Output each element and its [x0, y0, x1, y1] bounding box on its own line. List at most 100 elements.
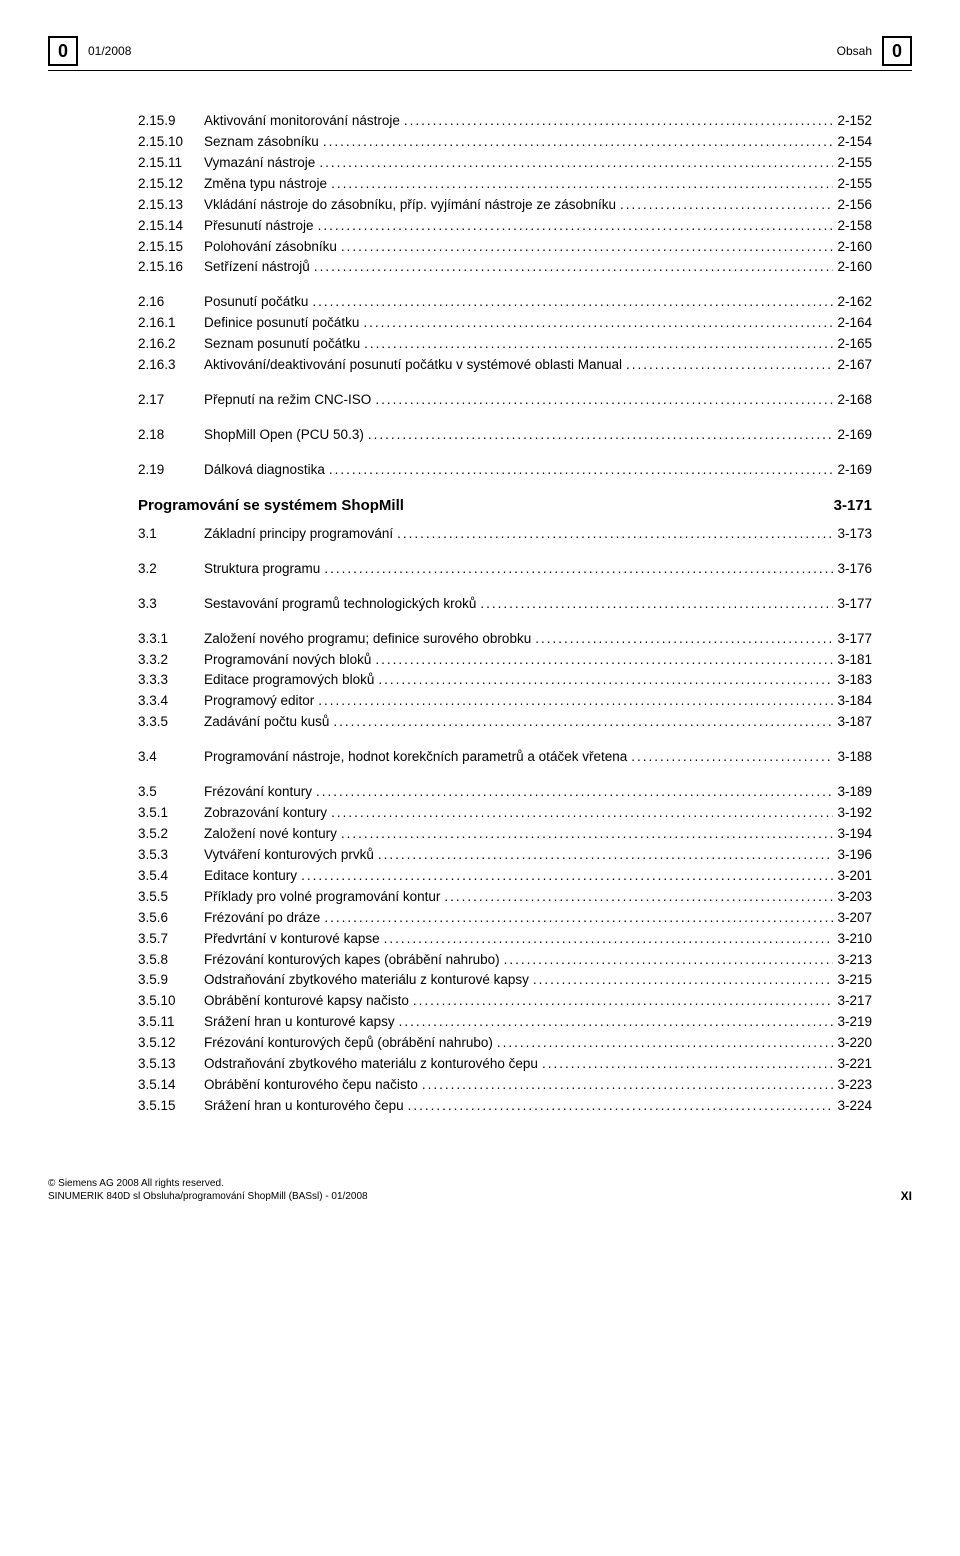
toc-entry-page: 2-152 — [837, 111, 872, 132]
header-right: Obsah 0 — [837, 36, 912, 66]
toc-entry-title: Definice posunutí počátku — [204, 313, 359, 334]
toc-leader-dots — [331, 803, 833, 824]
toc-entry-page: 3-177 — [837, 629, 872, 650]
toc-entry-title: Založení nového programu; definice surov… — [204, 629, 531, 650]
toc-entry: 3.5.13Odstraňování zbytkového materiálu … — [138, 1054, 872, 1075]
footer-left: © Siemens AG 2008 All rights reserved. S… — [48, 1177, 368, 1203]
toc-entry-page: 3-196 — [837, 845, 872, 866]
toc-entry: 2.15.11Vymazání nástroje2-155 — [138, 153, 872, 174]
toc-entry-number: 3.5.6 — [138, 908, 204, 929]
toc-leader-dots — [378, 845, 834, 866]
toc-entry-number: 3.5.1 — [138, 803, 204, 824]
toc-entry-page: 3-217 — [837, 991, 872, 1012]
toc-leader-dots — [318, 691, 833, 712]
toc-entry-number: 2.16.3 — [138, 355, 204, 376]
toc-leader-dots — [620, 195, 833, 216]
toc-entry-page: 2-169 — [837, 460, 872, 481]
toc-entry-number: 3.5.7 — [138, 929, 204, 950]
toc-entry-number: 3.5.15 — [138, 1096, 204, 1117]
toc-leader-dots — [422, 1075, 834, 1096]
toc-entry-page: 3-194 — [837, 824, 872, 845]
toc-entry-page: 2-165 — [837, 334, 872, 355]
toc-entry: 2.15.14Přesunutí nástroje2-158 — [138, 216, 872, 237]
toc-leader-dots — [364, 334, 833, 355]
toc-entry: 2.19Dálková diagnostika2-169 — [138, 460, 872, 481]
toc-leader-dots — [378, 670, 833, 691]
toc-entry-title: Aktivování monitorování nástroje — [204, 111, 400, 132]
toc-entry-number: 3.4 — [138, 747, 204, 768]
toc-leader-dots — [363, 313, 833, 334]
toc-entry: 3.1Základní principy programování 3-173 — [138, 524, 872, 545]
toc-gap — [138, 768, 872, 782]
toc-entry-number: 2.15.13 — [138, 195, 204, 216]
toc-leader-dots — [319, 153, 833, 174]
toc-entry: 3.4Programování nástroje, hodnot korekčn… — [138, 747, 872, 768]
toc-entry-title: Vkládání nástroje do zásobníku, příp. vy… — [204, 195, 616, 216]
toc-entry-page: 3-181 — [837, 650, 872, 671]
page-footer: © Siemens AG 2008 All rights reserved. S… — [48, 1177, 912, 1203]
toc-entry-number: 2.16 — [138, 292, 204, 313]
toc-entry-number: 3.5.5 — [138, 887, 204, 908]
toc-entry: 3.2Struktura programu 3-176 — [138, 559, 872, 580]
toc-entry-page: 3-207 — [837, 908, 872, 929]
toc-entry: 3.5.3Vytváření konturových prvků3-196 — [138, 845, 872, 866]
toc-entry-page: 2-167 — [837, 355, 872, 376]
toc-entry-title: Struktura programu — [204, 559, 320, 580]
toc-entry-number: 3.3.5 — [138, 712, 204, 733]
toc-entry-page: 3-187 — [837, 712, 872, 733]
toc-entry: 2.15.16Setřízení nástrojů2-160 — [138, 257, 872, 278]
toc-entry: 3.5.15Srážení hran u konturového čepu3-2… — [138, 1096, 872, 1117]
toc-entry-page: 3-176 — [837, 559, 872, 580]
toc-entry-page: 3-189 — [837, 782, 872, 803]
toc-entry-page: 2-156 — [837, 195, 872, 216]
toc-entry: 3.5Frézování kontury3-189 — [138, 782, 872, 803]
toc-entry-number: 3.5.11 — [138, 1012, 204, 1033]
toc-entry: 3.5.1Zobrazování kontury3-192 — [138, 803, 872, 824]
toc-entry-title: Dálková diagnostika — [204, 460, 325, 481]
toc-entry-number: 2.15.14 — [138, 216, 204, 237]
toc-entry-title: Základní principy programování — [204, 524, 393, 545]
toc-entry-title: Odstraňování zbytkového materiálu z kont… — [204, 1054, 538, 1075]
toc-entry-page: 2-160 — [837, 257, 872, 278]
toc-entry: 2.16.3Aktivování/deaktivování posunutí p… — [138, 355, 872, 376]
header-left: 0 01/2008 — [48, 36, 131, 66]
toc-entry: 3.5.7Předvrtání v konturové kapse3-210 — [138, 929, 872, 950]
toc-entry-title: Programování nových bloků — [204, 650, 371, 671]
toc-gap — [138, 733, 872, 747]
toc-entry-page: 3-203 — [837, 887, 872, 908]
toc-leader-dots — [341, 237, 834, 258]
toc-entry: 2.15.12Změna typu nástroje2-155 — [138, 174, 872, 195]
toc-gap — [138, 615, 872, 629]
toc-entry-number: 3.3 — [138, 594, 204, 615]
toc-entry: 3.5.10Obrábění konturové kapsy načisto3-… — [138, 991, 872, 1012]
footer-docref: SINUMERIK 840D sl Obsluha/programování S… — [48, 1190, 368, 1203]
toc-leader-dots — [631, 747, 833, 768]
toc-entry-title: Vytváření konturových prvků — [204, 845, 374, 866]
toc-entry-page: 2-168 — [837, 390, 872, 411]
toc-entry: 3.3.5Zadávání počtu kusů3-187 — [138, 712, 872, 733]
toc-entry-title: Odstraňování zbytkového materiálu z kont… — [204, 970, 529, 991]
toc-leader-dots — [413, 991, 834, 1012]
toc-entry-title: Setřízení nástrojů — [204, 257, 310, 278]
toc-entry-title: Polohování zásobníku — [204, 237, 337, 258]
toc-group-heading: Programování se systémem ShopMill3-171 — [138, 497, 872, 514]
toc-entry-title: Zobrazování kontury — [204, 803, 327, 824]
toc-entry-page: 2-164 — [837, 313, 872, 334]
toc-entry-title: Posunutí počátku — [204, 292, 308, 313]
toc-entry-page: 2-169 — [837, 425, 872, 446]
header-date: 01/2008 — [88, 44, 131, 58]
footer-page-number: XI — [901, 1189, 912, 1203]
toc-leader-dots — [444, 887, 833, 908]
toc-entry: 3.5.8Frézování konturových kapes (obrábě… — [138, 950, 872, 971]
toc-leader-dots — [301, 866, 833, 887]
toc-entry: 3.5.2Založení nové kontury3-194 — [138, 824, 872, 845]
toc-entry-title: Frézování konturových čepů (obrábění nah… — [204, 1033, 493, 1054]
toc-entry-page: 3-173 — [837, 524, 872, 545]
toc-entry-title: Příklady pro volné programování kontur — [204, 887, 440, 908]
toc-entry: 3.3.4Programový editor3-184 — [138, 691, 872, 712]
toc-entry-page: 3-183 — [837, 670, 872, 691]
toc-leader-dots — [480, 594, 833, 615]
toc-entry-number: 3.2 — [138, 559, 204, 580]
toc-leader-dots — [375, 650, 833, 671]
toc-entry-number: 3.1 — [138, 524, 204, 545]
